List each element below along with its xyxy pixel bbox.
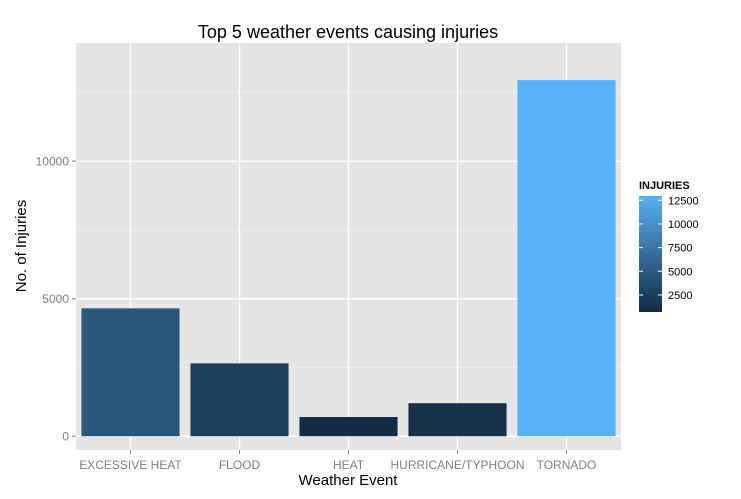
bar-heat — [299, 417, 398, 437]
color-legend: INJURIES 2500 5000 7500 10000 12500 — [639, 180, 699, 312]
y-tick-label: 0 — [62, 429, 69, 443]
bar-flood — [190, 363, 289, 437]
y-tick-label: 5000 — [42, 292, 69, 306]
bar-hurricane-typhoon — [408, 403, 507, 437]
bars — [81, 80, 616, 437]
y-axis-ticks: 0 5000 10000 — [36, 154, 76, 443]
legend-tick-label: 10000 — [668, 219, 699, 231]
legend-title: INJURIES — [639, 180, 690, 192]
y-tick-label: 10000 — [36, 154, 70, 168]
legend-tick-label: 5000 — [668, 266, 692, 278]
legend-tick-label: 12500 — [668, 195, 699, 207]
x-tick-label: FLOOD — [219, 458, 261, 472]
x-axis-ticks: EXCESSIVE HEAT FLOOD HEAT HURRICANE/TYPHOON… — [79, 450, 596, 472]
legend-tick-label: 2500 — [668, 290, 692, 302]
x-axis-title: Weather Event — [299, 472, 399, 489]
x-tick-label: TORNADO — [537, 458, 597, 472]
x-tick-label: EXCESSIVE HEAT — [79, 458, 182, 472]
legend-colorbar — [639, 196, 662, 312]
x-tick-label: HEAT — [333, 458, 365, 472]
legend-ticks: 2500 5000 7500 10000 12500 — [639, 195, 699, 302]
x-tick-label: HURRICANE/TYPHOON — [390, 458, 524, 472]
legend-tick-label: 7500 — [668, 243, 692, 255]
bar-excessive-heat — [81, 308, 180, 437]
y-axis-title: No. of Injuries — [13, 200, 30, 293]
bar-tornado — [517, 80, 616, 437]
chart-title: Top 5 weather events causing injuries — [198, 22, 498, 42]
